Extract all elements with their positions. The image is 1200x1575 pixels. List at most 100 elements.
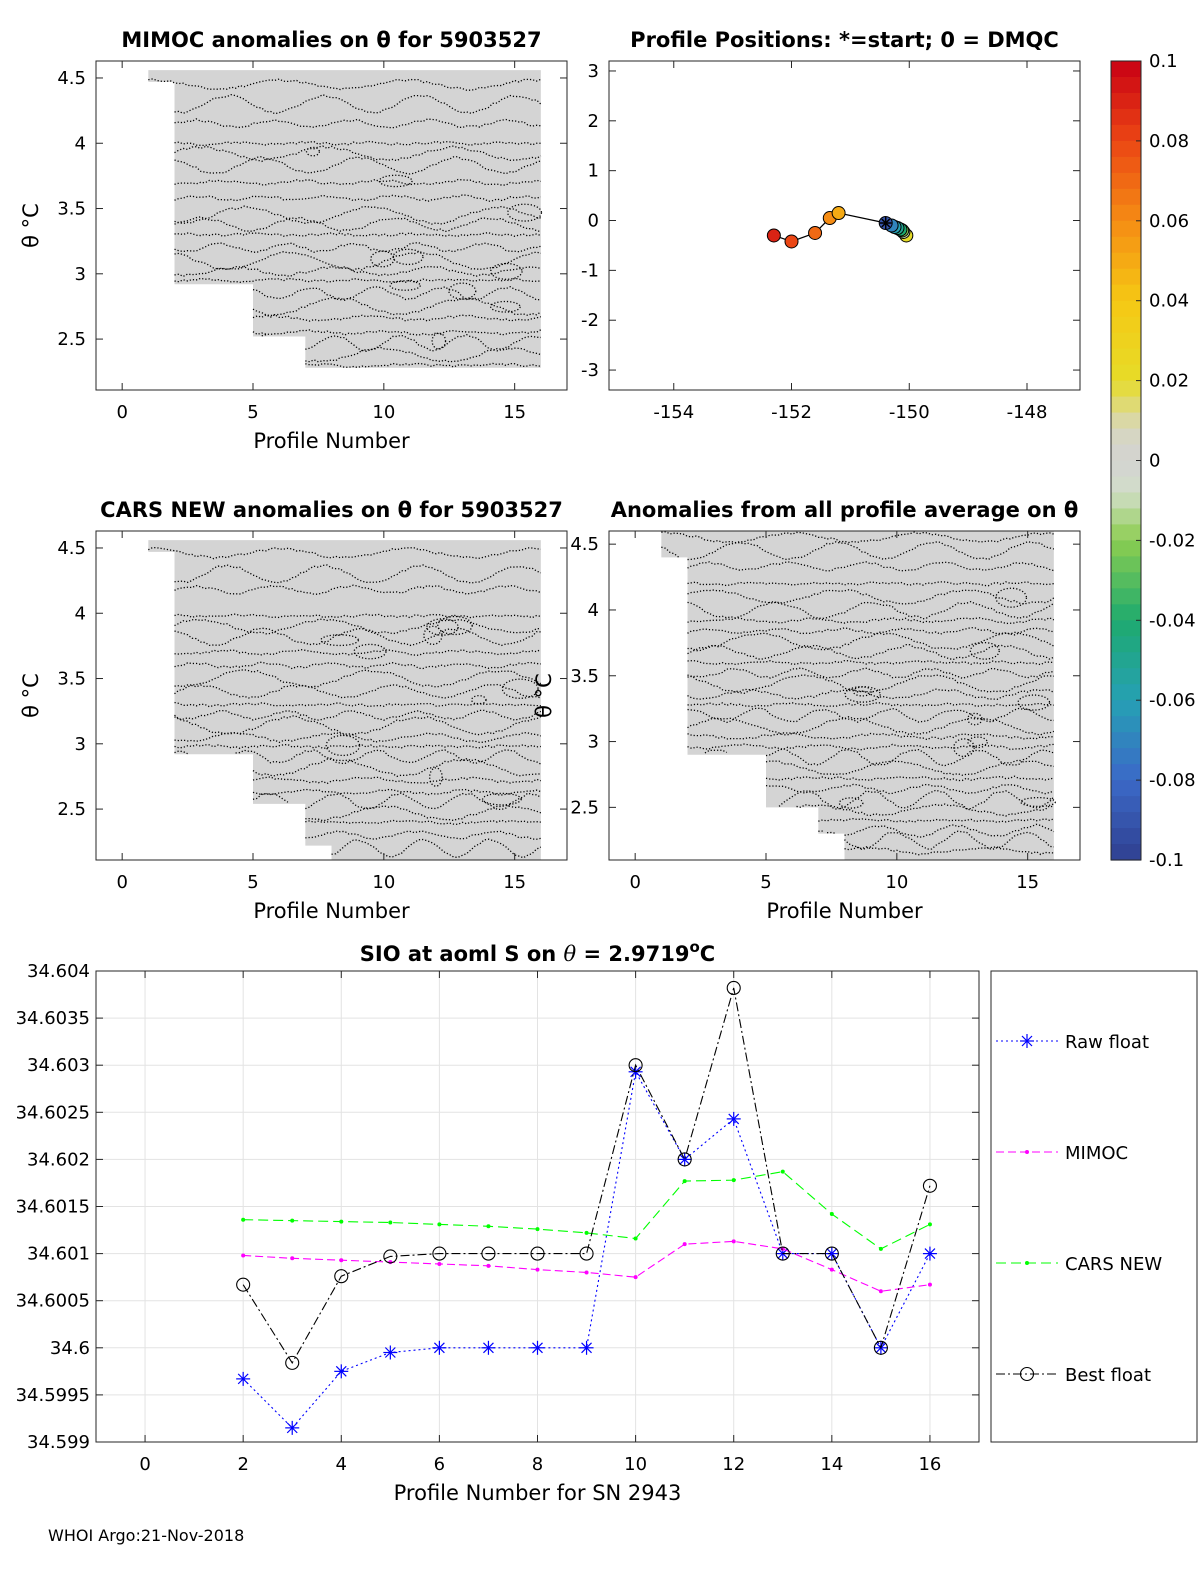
- legend-label: Best float: [1065, 1365, 1151, 1386]
- contour-loop: [429, 767, 443, 787]
- start-star-stroke: [881, 218, 891, 228]
- x-tick-label: 0: [116, 402, 127, 423]
- contour-line: [174, 618, 541, 635]
- position-point: [831, 206, 846, 221]
- y-tick-label: 34.604: [27, 961, 90, 982]
- y-tick-label: 34.6015: [16, 1197, 90, 1218]
- dot-marker: [633, 1236, 638, 1241]
- circle-marker: [873, 1340, 888, 1355]
- legend-box: [990, 970, 1198, 1443]
- contour-line: [305, 830, 541, 840]
- y-tick-label: 4.5: [57, 68, 86, 89]
- y-axis-label: θ °C: [19, 673, 43, 718]
- contour-line: [174, 93, 542, 115]
- y-tick-label: 3.5: [57, 199, 86, 220]
- dot-marker: [290, 1256, 295, 1261]
- colorbar-cell: [1111, 220, 1141, 238]
- contour-line: [778, 789, 1055, 810]
- contour-line: [174, 709, 542, 721]
- y-tick-label: 4.5: [570, 534, 599, 555]
- contour-loop: [838, 797, 864, 809]
- y-axis-label: θ °C: [532, 673, 556, 718]
- position-point: [784, 234, 799, 249]
- anomaly-fill: [661, 531, 1054, 860]
- colorbar-cell: [1111, 380, 1141, 398]
- colorbar-tick-label: 0.06: [1149, 211, 1189, 232]
- colorbar-cell: [1111, 636, 1141, 653]
- contour-line: [687, 716, 1055, 736]
- dot-marker: [584, 1230, 589, 1235]
- contour-loop: [378, 174, 413, 188]
- colorbar-tick-label: 0.08: [1149, 131, 1189, 152]
- contour-line: [687, 631, 1055, 652]
- y-tick-label: 4: [588, 600, 599, 621]
- colorbar-cell: [1111, 684, 1141, 701]
- dot-marker: [290, 1218, 295, 1223]
- colorbar-cell: [1111, 764, 1141, 781]
- circle-marker: [236, 1277, 251, 1292]
- contour-line: [818, 817, 1055, 824]
- contour-loop: [305, 146, 321, 157]
- dot-marker: [241, 1217, 246, 1222]
- title-part: = 2.9719: [576, 942, 689, 966]
- colorbar-cell: [1111, 828, 1141, 845]
- contour-line: [174, 265, 541, 278]
- x-tick-label: 15: [503, 872, 526, 893]
- colorbar-cell: [1111, 204, 1141, 222]
- series-best-float: [236, 980, 937, 1370]
- colorbar-tick-label: -0.06: [1149, 690, 1196, 711]
- x-axis-label: Profile Number: [253, 899, 410, 923]
- star-marker-stroke: [286, 1422, 298, 1434]
- x-tick-label: 6: [434, 1454, 445, 1475]
- legend-entry: Best float: [996, 1365, 1151, 1386]
- circle-marker: [922, 1178, 937, 1193]
- y-tick-label: 3: [75, 734, 86, 755]
- y-tick-label: 34.602: [27, 1149, 90, 1170]
- y-tick-label: -3: [581, 360, 599, 381]
- colorbar-cell: [1111, 76, 1141, 94]
- dot-marker: [388, 1220, 393, 1225]
- panel-mimoc: 0 5 10 15 2.5 3 3.5 4 4.5 MIMOC anomalies on θ fo…: [19, 28, 568, 453]
- circle-marker: [285, 1355, 300, 1370]
- colorbar-cell: [1111, 428, 1141, 446]
- y-tick-label: 0: [588, 211, 599, 232]
- legend-label: CARS NEW: [1065, 1254, 1162, 1275]
- colorbar-cell: [1111, 316, 1141, 334]
- x-axis-label: Profile Number: [253, 429, 410, 453]
- x-tick-label: 4: [336, 1454, 347, 1475]
- colorbar-cell: [1111, 732, 1141, 749]
- dot-marker: [1025, 1261, 1029, 1265]
- colorbar-cell: [1111, 460, 1141, 478]
- circle-marker: [1019, 1366, 1035, 1382]
- x-tick-label: 10: [885, 872, 908, 893]
- star-marker-stroke: [237, 1373, 249, 1385]
- colorbar-tick-label: -0.1: [1149, 850, 1184, 871]
- contour-line: [174, 242, 542, 253]
- y-tick-label: 2.5: [570, 797, 599, 818]
- contour-line: [174, 231, 542, 237]
- contour-line: [687, 732, 1054, 741]
- colorbar-cell: [1111, 524, 1141, 541]
- colorbar-cell: [1111, 572, 1141, 589]
- x-tick-label: 5: [247, 402, 258, 423]
- y-tick-label: -1: [581, 260, 599, 281]
- y-tick-label: 34.6035: [16, 1008, 90, 1029]
- colorbar-cell: [1111, 364, 1141, 382]
- contour-line: [252, 788, 542, 796]
- contour-line: [174, 661, 541, 670]
- y-tick-label: 4: [75, 133, 86, 154]
- contour-line: [174, 277, 541, 283]
- contour-line: [844, 846, 1054, 856]
- circle-marker: [775, 1246, 790, 1261]
- contour-loop: [353, 643, 387, 660]
- colorbar-cell: [1111, 604, 1141, 621]
- x-tick-label: 14: [820, 1454, 843, 1475]
- dot-marker: [878, 1289, 883, 1294]
- x-tick-label: 15: [1016, 872, 1039, 893]
- star-marker-stroke: [728, 1113, 740, 1125]
- panel-title: Anomalies from all profile average on θ: [611, 498, 1079, 522]
- dot-marker: [682, 1242, 687, 1247]
- contour-line: [765, 748, 1055, 767]
- colorbar-cell: [1111, 700, 1141, 717]
- contour-loop: [389, 280, 421, 291]
